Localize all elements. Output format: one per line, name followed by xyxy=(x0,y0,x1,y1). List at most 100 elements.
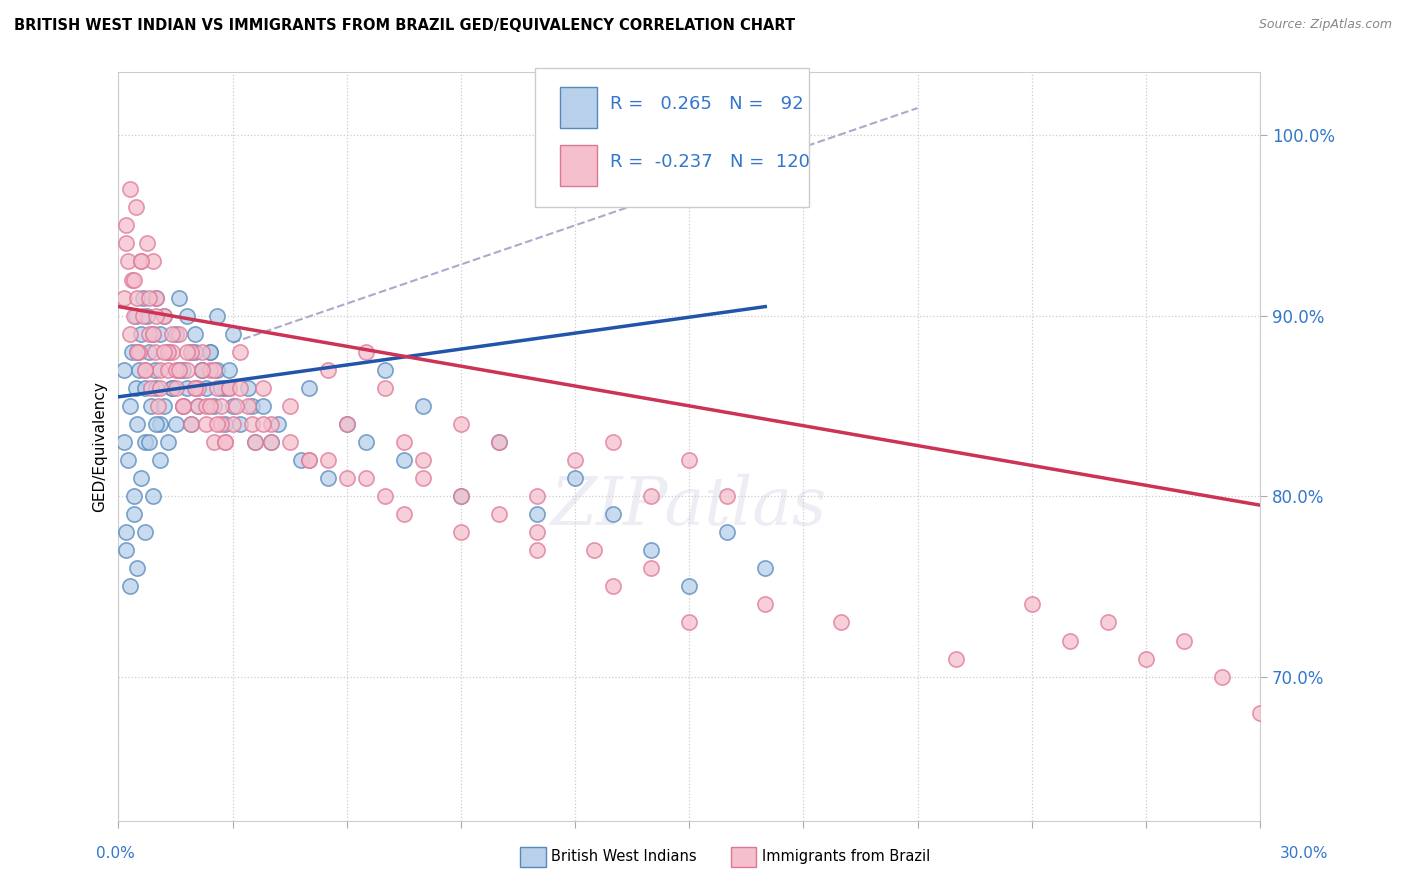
Point xyxy=(122,272,145,286)
Point xyxy=(259,417,281,431)
Point xyxy=(138,291,160,305)
Point xyxy=(316,363,339,377)
Point xyxy=(245,434,267,449)
Point xyxy=(716,525,738,540)
Point xyxy=(124,200,146,214)
Text: Source: ZipAtlas.com: Source: ZipAtlas.com xyxy=(1258,18,1392,31)
Point xyxy=(229,381,252,395)
Point xyxy=(187,399,209,413)
Point xyxy=(298,381,321,395)
Point xyxy=(145,381,167,395)
Point xyxy=(149,326,172,341)
Point xyxy=(229,344,252,359)
Point xyxy=(138,434,160,449)
Point xyxy=(1097,615,1119,630)
Point xyxy=(290,453,312,467)
Point xyxy=(316,471,339,485)
Point xyxy=(278,399,301,413)
Point xyxy=(298,453,321,467)
Point xyxy=(191,363,214,377)
Point xyxy=(640,543,662,558)
Point xyxy=(252,381,274,395)
Point xyxy=(198,344,221,359)
FancyBboxPatch shape xyxy=(536,68,808,207)
Point xyxy=(142,326,165,341)
Text: ZIPatlas: ZIPatlas xyxy=(551,474,827,539)
Point xyxy=(450,489,472,503)
Point xyxy=(221,399,243,413)
Point xyxy=(450,417,472,431)
Point xyxy=(145,291,167,305)
Text: 30.0%: 30.0% xyxy=(1281,847,1329,861)
Point xyxy=(218,381,240,395)
Point xyxy=(1135,651,1157,665)
Point xyxy=(160,381,183,395)
Point xyxy=(583,543,606,558)
Point xyxy=(172,399,194,413)
Point xyxy=(412,453,434,467)
Point xyxy=(134,381,156,395)
Point xyxy=(207,363,229,377)
Point xyxy=(564,453,586,467)
Point xyxy=(1021,598,1043,612)
Point xyxy=(169,326,191,341)
Point xyxy=(198,344,221,359)
Point xyxy=(129,254,152,268)
Point xyxy=(259,434,281,449)
Point xyxy=(526,543,548,558)
Point xyxy=(450,525,472,540)
Point xyxy=(153,309,176,323)
Point xyxy=(112,434,135,449)
Point xyxy=(336,417,359,431)
Point xyxy=(354,344,377,359)
Point xyxy=(139,381,162,395)
Point xyxy=(374,381,396,395)
Point xyxy=(526,489,548,503)
Point xyxy=(129,471,152,485)
Point xyxy=(526,525,548,540)
Point xyxy=(240,399,263,413)
Point xyxy=(127,344,149,359)
Point xyxy=(180,344,202,359)
Point xyxy=(218,381,240,395)
Point xyxy=(716,489,738,503)
Point xyxy=(336,417,359,431)
Point xyxy=(118,399,141,413)
Point xyxy=(602,507,624,521)
Point xyxy=(153,309,176,323)
Point xyxy=(134,434,156,449)
Point xyxy=(145,417,167,431)
Point xyxy=(187,399,209,413)
Point xyxy=(354,471,377,485)
Point xyxy=(142,254,165,268)
Point xyxy=(165,417,187,431)
Text: British West Indians: British West Indians xyxy=(551,849,697,863)
Point xyxy=(183,326,205,341)
Point xyxy=(176,381,198,395)
Point xyxy=(207,309,229,323)
Point xyxy=(132,291,155,305)
Point xyxy=(118,579,141,593)
Point xyxy=(156,363,179,377)
Point xyxy=(202,399,225,413)
Point xyxy=(1173,633,1195,648)
Point xyxy=(187,381,209,395)
Point xyxy=(209,417,232,431)
Point xyxy=(142,489,165,503)
Y-axis label: GED/Equivalency: GED/Equivalency xyxy=(93,381,107,512)
Point xyxy=(488,434,510,449)
Point xyxy=(278,434,301,449)
Point xyxy=(138,344,160,359)
Point xyxy=(138,326,160,341)
Point xyxy=(142,326,165,341)
Point xyxy=(153,399,176,413)
Point xyxy=(1249,706,1271,720)
Point xyxy=(640,489,662,503)
Point xyxy=(128,363,150,377)
Point xyxy=(221,417,243,431)
Point xyxy=(450,489,472,503)
Point xyxy=(209,399,232,413)
Text: Immigrants from Brazil: Immigrants from Brazil xyxy=(762,849,931,863)
Point xyxy=(754,561,776,575)
Point xyxy=(169,363,191,377)
